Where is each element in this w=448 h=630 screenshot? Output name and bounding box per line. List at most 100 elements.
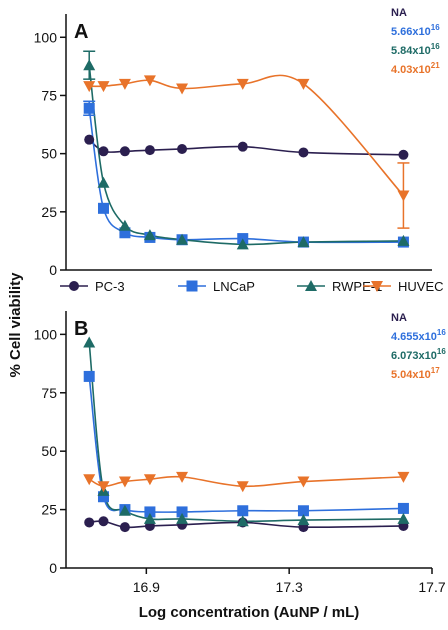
- data-point-pc-3: [98, 516, 109, 527]
- legend-label: LNCaP: [213, 279, 255, 294]
- data-point-rwpe-1: [297, 236, 310, 248]
- data-point-lncap: [237, 505, 249, 517]
- data-point-pc-3: [84, 134, 95, 145]
- data-point-rwpe-1: [176, 512, 189, 524]
- legend-label: HUVEC: [398, 279, 444, 294]
- fit-curve-huvec: [89, 74, 405, 197]
- data-point-huvec: [143, 474, 156, 486]
- data-point-rwpe-1: [297, 514, 310, 526]
- concentration-annotation: 4.655x1016: [391, 328, 446, 343]
- data-point-rwpe-1: [83, 336, 96, 348]
- annotation-exponent: 17: [431, 366, 440, 375]
- x-tick-label: 17.3: [276, 579, 303, 595]
- panel-letter: A: [74, 21, 88, 43]
- data-point-huvec: [297, 78, 310, 90]
- panel-letter: B: [74, 318, 88, 340]
- data-point-rwpe-1: [397, 512, 410, 524]
- data-point-rwpe-1: [83, 59, 96, 71]
- data-point-rwpe-1: [118, 219, 131, 231]
- data-point-pc-3: [298, 147, 309, 158]
- legend-item-lncap: LNCaP: [178, 279, 255, 294]
- concentration-annotation: 5.04x1017: [391, 366, 440, 381]
- legend-marker: [186, 280, 198, 292]
- x-tick-label: 17.7: [418, 579, 445, 595]
- data-point-pc-3: [237, 141, 248, 152]
- data-point-huvec: [397, 471, 410, 483]
- data-point-lncap: [297, 505, 309, 517]
- y-tick-label: 25: [41, 204, 57, 220]
- data-point-rwpe-1: [143, 512, 156, 524]
- concentration-annotation: 6.073x1016: [391, 347, 446, 362]
- y-tick-label: 75: [41, 87, 57, 103]
- data-point-rwpe-1: [143, 229, 156, 241]
- data-point-rwpe-1: [97, 176, 110, 188]
- fit-curve-rwpe-1: [88, 342, 404, 523]
- data-point-lncap: [144, 506, 156, 518]
- panel-a-plot: 0 25 50 75 100 A NA 5.66x1016 5.84x1016 4.03x1021: [34, 7, 441, 278]
- legend-marker: [305, 280, 317, 291]
- annotation-exponent: 16: [431, 23, 440, 32]
- data-point-rwpe-1: [176, 233, 189, 245]
- data-point-rwpe-1: [236, 515, 249, 527]
- data-point-pc-3: [84, 517, 95, 528]
- y-tick-label: 100: [34, 326, 58, 342]
- annotation-exponent: 21: [431, 61, 440, 70]
- data-point-rwpe-1: [397, 234, 410, 246]
- data-point-huvec: [97, 81, 110, 93]
- data-point-huvec: [118, 78, 131, 90]
- concentration-annotation: NA: [391, 7, 407, 19]
- y-tick-label: 0: [49, 560, 57, 576]
- y-tick-label: 50: [41, 146, 57, 162]
- legend: PC-3 LNCaP RWPE-1 HUVEC: [60, 279, 444, 294]
- legend-marker: [69, 281, 79, 291]
- data-point-huvec: [83, 474, 96, 486]
- concentration-annotation: 5.66x1016: [391, 23, 440, 38]
- y-tick-label: 75: [41, 385, 57, 401]
- data-point-huvec: [97, 481, 110, 493]
- y-tick-label: 50: [41, 443, 57, 459]
- y-tick-label: 100: [34, 29, 58, 45]
- concentration-annotation: 5.84x1016: [391, 42, 440, 57]
- x-tick-label: 16.9: [133, 579, 160, 595]
- data-point-rwpe-1: [236, 238, 249, 250]
- concentration-annotation: NA: [391, 312, 407, 324]
- data-point-huvec: [143, 75, 156, 87]
- data-point-huvec: [297, 476, 310, 488]
- data-point-huvec: [83, 81, 96, 93]
- annotation-exponent: 16: [437, 328, 446, 337]
- y-tick-label: 0: [49, 262, 57, 278]
- legend-label: RWPE-1: [332, 279, 382, 294]
- fit-curve-lncap: [88, 376, 404, 513]
- data-point-rwpe-1: [118, 504, 131, 516]
- x-axis-title: Log concentration (AuNP / mL): [139, 604, 360, 621]
- data-point-pc-3: [398, 149, 409, 160]
- data-point-lncap: [83, 102, 95, 114]
- fit-curve-rwpe-1: [88, 65, 404, 246]
- annotation-exponent: 16: [431, 42, 440, 51]
- data-point-huvec: [176, 471, 189, 483]
- concentration-annotation: 4.03x1021: [391, 61, 440, 76]
- data-point-pc-3: [144, 145, 155, 156]
- legend-item-huvec: HUVEC: [363, 279, 444, 294]
- legend-item-pc-3: PC-3: [60, 279, 125, 294]
- data-point-pc-3: [119, 146, 130, 157]
- data-point-lncap: [97, 202, 109, 214]
- panel-b-plot: 0 25 50 75 100 16.9 17.3 17.7 B NA 4.655x1016 6.073…: [34, 311, 446, 595]
- fit-curve-lncap: [88, 108, 404, 244]
- data-point-huvec: [397, 190, 410, 202]
- data-point-huvec: [118, 476, 131, 488]
- legend-item-rwpe-1: RWPE-1: [297, 279, 382, 294]
- legend-label: PC-3: [95, 279, 125, 294]
- data-point-lncap: [397, 502, 409, 514]
- data-point-lncap: [176, 506, 188, 518]
- data-point-lncap: [97, 491, 109, 503]
- legend-marker: [371, 281, 383, 292]
- data-point-pc-3: [98, 146, 109, 157]
- data-point-pc-3: [119, 522, 130, 533]
- data-point-pc-3: [177, 143, 188, 154]
- data-point-huvec: [236, 78, 249, 90]
- y-axis-title: % Cell viability: [7, 272, 24, 378]
- data-point-huvec: [236, 481, 249, 493]
- data-point-lncap: [83, 370, 95, 382]
